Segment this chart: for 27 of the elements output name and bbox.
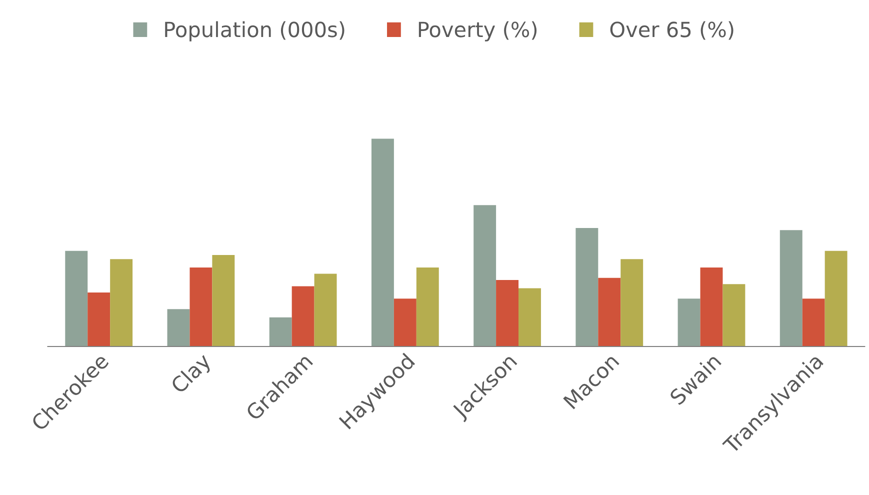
bar — [371, 138, 394, 346]
bar — [780, 230, 802, 346]
bar — [212, 255, 235, 346]
bar — [496, 280, 519, 346]
bar — [598, 278, 621, 346]
bar — [802, 298, 825, 346]
bar — [722, 284, 746, 346]
bar — [314, 274, 337, 346]
bar — [110, 259, 133, 346]
bar — [678, 298, 700, 346]
legend-label: Poverty (%) — [418, 21, 537, 42]
bar — [88, 292, 110, 346]
bar — [474, 205, 496, 346]
bar — [167, 309, 190, 346]
bar — [190, 268, 212, 346]
bar — [700, 268, 723, 346]
bar — [416, 268, 439, 346]
legend-label: Population (000s) — [165, 21, 344, 42]
bar — [824, 250, 848, 346]
bar — [394, 298, 416, 346]
bar — [65, 250, 88, 346]
bar — [292, 286, 314, 346]
bar — [620, 259, 644, 346]
bar — [269, 317, 292, 346]
bar — [518, 288, 541, 346]
legend-label: Over 65 (%) — [610, 21, 734, 40]
bar — [576, 228, 598, 346]
